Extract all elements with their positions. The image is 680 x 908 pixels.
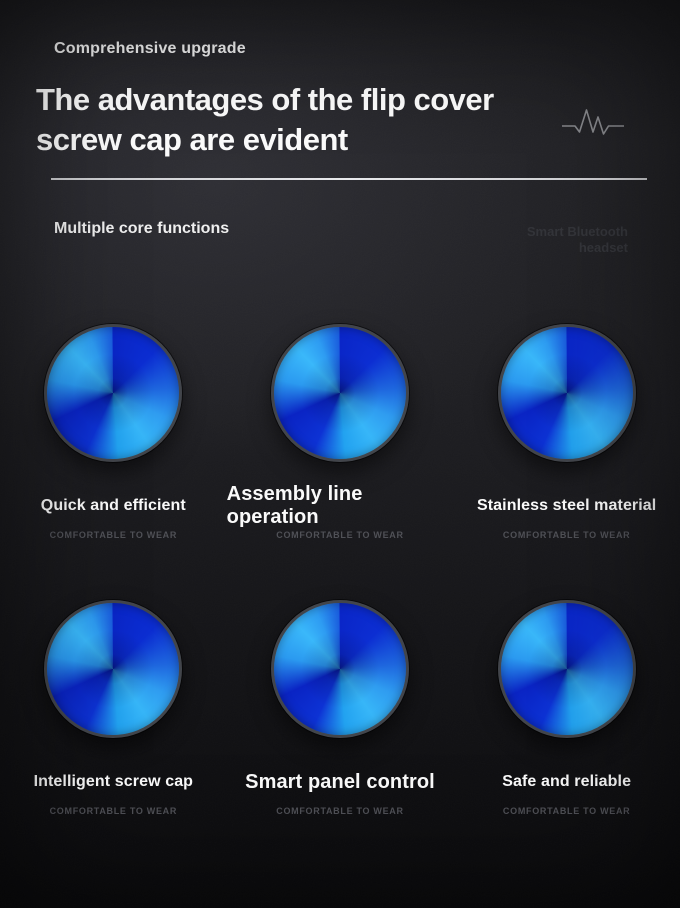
feature-subtitle: COMFORTABLE TO WEAR [502,530,631,540]
feature-card: Quick and efficient COMFORTABLE TO WEAR [0,324,227,540]
feature-card: Smart panel control COMFORTABLE TO WEAR [227,600,454,816]
screw-cap-image [270,600,409,738]
feature-card: Stainless steel material COMFORTABLE TO … [453,324,680,540]
page-title: The advantages of the flip cover screw ca… [36,80,494,160]
feature-subtitle: COMFORTABLE TO WEAR [49,530,178,540]
feature-subtitle: COMFORTABLE TO WEAR [49,806,178,816]
feature-title: Quick and efficient [40,497,186,514]
pulse-waveform-icon [562,109,624,135]
section-heading: Multiple core functions [54,220,230,237]
divider-line [51,178,647,180]
feature-title: Assembly line operation [226,483,363,528]
feature-subtitle: COMFORTABLE TO WEAR [276,806,404,816]
page-title-line-1: The advantages of the flip cover [36,82,494,117]
feature-title: Smart panel control [245,770,435,793]
screw-cap-image [497,600,636,738]
feature-title: Safe and reliable [502,773,632,790]
feature-title: Stainless steel material [476,497,657,514]
feature-card: Safe and reliable COMFORTABLE TO WEAR [453,600,680,816]
screw-cap-image [270,324,409,462]
feature-subtitle: COMFORTABLE TO WEAR [502,806,631,816]
feature-card: Assembly line operation COMFORTABLE TO W… [227,324,454,540]
watermark-line-2: headset [578,240,628,255]
kicker-heading: Comprehensive upgrade [54,40,246,57]
page-title-line-2: screw cap are evident [36,122,348,157]
features-grid: Quick and efficient COMFORTABLE TO WEAR … [0,324,680,816]
screw-cap-image [497,324,636,462]
feature-title: Intelligent screw cap [33,773,194,790]
watermark-text: Smart Bluetooth headset [527,224,628,256]
screw-cap-image [44,324,183,462]
watermark-line-1: Smart Bluetooth [526,224,628,239]
feature-card: Intelligent screw cap COMFORTABLE TO WEA… [0,600,227,816]
screw-cap-image [44,600,183,738]
feature-subtitle: COMFORTABLE TO WEAR [276,530,404,540]
